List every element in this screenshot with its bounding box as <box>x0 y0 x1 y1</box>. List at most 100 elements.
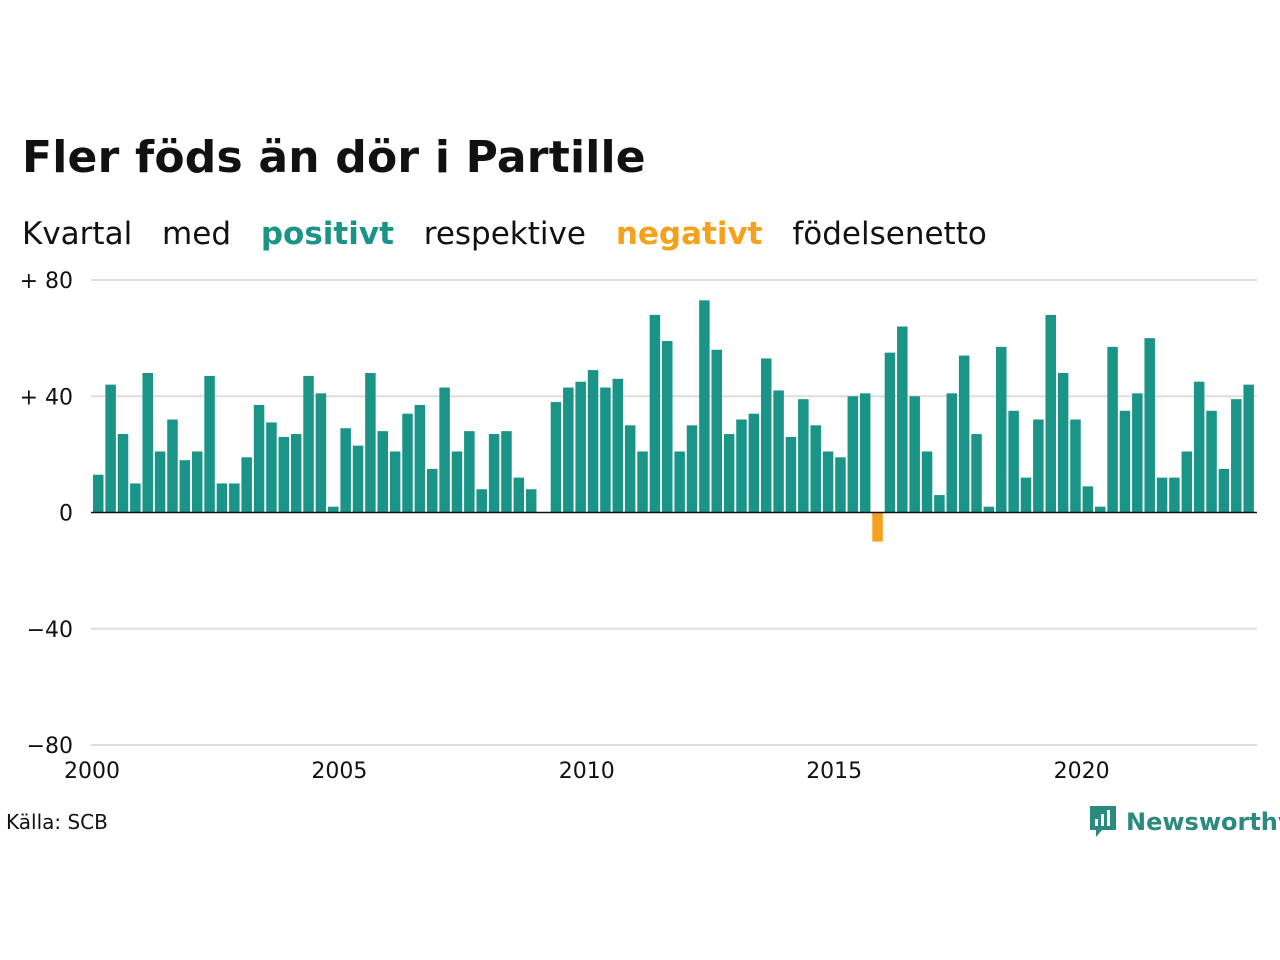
bar <box>476 489 487 513</box>
bar <box>674 451 685 513</box>
x-tick-label: 2005 <box>311 759 367 784</box>
bar <box>1181 451 1193 513</box>
bar <box>699 300 710 513</box>
bar <box>575 381 586 513</box>
bar <box>1119 410 1131 513</box>
bar <box>1094 506 1106 513</box>
bar <box>983 506 995 513</box>
bar <box>736 419 747 513</box>
bar <box>859 393 871 513</box>
bar <box>1231 399 1242 513</box>
logo-text: Newsworthy <box>1126 808 1280 836</box>
bar <box>884 352 896 513</box>
bar <box>835 457 846 513</box>
bar <box>439 387 450 513</box>
bar <box>723 434 735 513</box>
bar <box>1107 346 1118 513</box>
bar <box>340 428 351 513</box>
bar <box>377 431 389 513</box>
newsworthy-logo: Newsworthy <box>1088 804 1280 840</box>
bar <box>550 402 562 513</box>
bar <box>822 451 834 513</box>
bar <box>93 474 104 513</box>
source-note: Källa: SCB <box>6 810 108 834</box>
x-tick-label: 2010 <box>559 759 615 784</box>
bar <box>389 451 401 513</box>
bar <box>513 477 525 513</box>
bar <box>946 393 958 513</box>
bar <box>958 355 970 513</box>
bar <box>303 375 314 513</box>
bar <box>1218 468 1230 513</box>
y-tick-label: + 40 <box>20 385 73 410</box>
bar <box>266 422 277 513</box>
bar <box>278 436 290 513</box>
bar <box>501 431 512 513</box>
bar <box>1243 384 1254 513</box>
bar <box>402 413 413 513</box>
bar <box>191 451 203 513</box>
chart-title: Fler föds än dör i Partille <box>22 132 646 183</box>
bar <box>785 436 797 513</box>
subtitle-word: Kvartal <box>22 216 133 252</box>
bar <box>488 434 500 513</box>
bar <box>204 375 215 513</box>
bar <box>1020 477 1032 513</box>
bar <box>612 378 624 513</box>
chart-subtitle: Kvartal med positivt respektive negativt… <box>22 216 1007 252</box>
bar <box>810 425 821 513</box>
bar <box>241 457 252 513</box>
bar <box>1057 373 1069 513</box>
bar <box>662 341 673 513</box>
subtitle-negative-label: negativt <box>615 216 763 252</box>
bar <box>352 445 364 513</box>
bar <box>909 396 920 513</box>
newsworthy-chat-bars-icon <box>1090 806 1116 837</box>
bar <box>1144 338 1155 513</box>
bar <box>130 483 141 513</box>
bar <box>847 396 859 513</box>
bar <box>167 419 178 513</box>
bar <box>105 384 116 513</box>
bar <box>773 390 784 513</box>
y-tick-label: + 80 <box>20 269 73 294</box>
bar <box>760 358 772 513</box>
y-tick-label: −80 <box>27 734 73 759</box>
bar <box>315 393 327 513</box>
bar <box>328 506 339 513</box>
bar <box>451 451 463 513</box>
bar <box>154 451 166 513</box>
bar <box>525 489 537 513</box>
bar <box>290 434 302 513</box>
bar <box>798 399 809 513</box>
bar <box>624 425 636 513</box>
x-tick-label: 2000 <box>64 759 120 784</box>
bar <box>1008 410 1019 513</box>
bar <box>637 451 648 513</box>
bar <box>934 495 945 513</box>
bar <box>365 373 376 513</box>
bar <box>1193 381 1205 513</box>
bar <box>1082 486 1094 513</box>
bar <box>414 404 426 513</box>
bar <box>117 434 129 513</box>
bar <box>872 512 883 542</box>
bar <box>426 468 438 513</box>
subtitle-word: med <box>162 216 231 252</box>
subtitle-word: respektive <box>423 216 586 252</box>
bar <box>563 387 574 513</box>
bar <box>253 404 265 513</box>
subtitle-positive-label: positivt <box>260 216 394 252</box>
subtitle-word: födelsenetto <box>792 216 987 252</box>
bar <box>600 387 611 513</box>
bar <box>587 370 599 513</box>
y-tick-label: 0 <box>59 502 73 527</box>
bar <box>1132 393 1143 513</box>
bar <box>1033 419 1044 513</box>
bar <box>1070 419 1081 513</box>
bar <box>996 346 1007 513</box>
x-tick-label: 2015 <box>806 759 862 784</box>
bar <box>1206 410 1217 513</box>
bar <box>649 314 661 513</box>
